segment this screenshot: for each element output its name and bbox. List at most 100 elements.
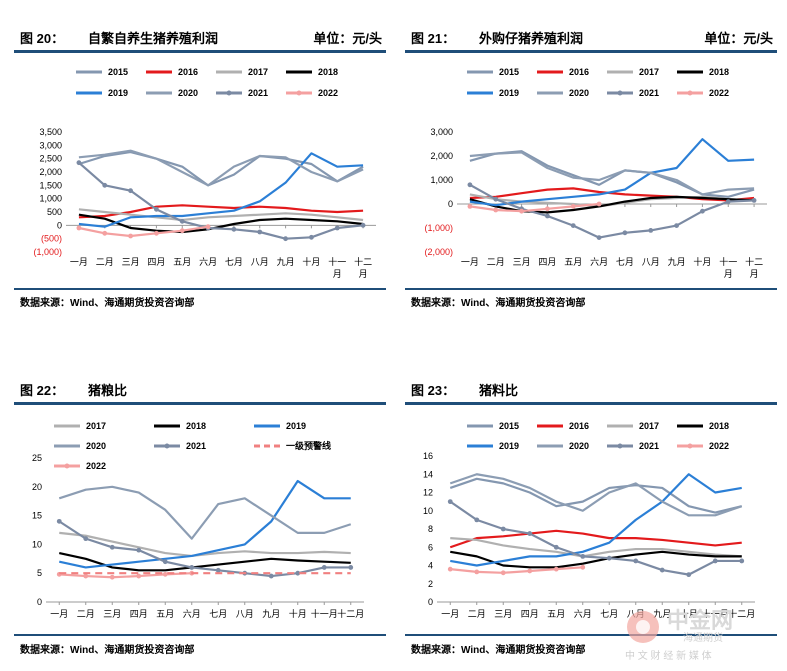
legend-label: 2016 (569, 421, 589, 431)
data-point-2021 (283, 236, 288, 242)
data-point-2021 (659, 567, 665, 573)
figure-number: 图 22： (20, 383, 65, 398)
legend-label: 2018 (709, 421, 729, 431)
y-tick-label: (1,000) (424, 223, 453, 233)
y-tick-label: 10 (423, 506, 433, 516)
y-tick-label: 25 (32, 453, 42, 463)
data-point-2021 (215, 567, 221, 573)
legend-label: 2020 (86, 441, 106, 451)
x-tick-label: 三月 (513, 257, 531, 267)
chart-title: 自繁自养生猪养殖利润 (88, 31, 219, 46)
data-point-2021 (295, 570, 301, 576)
x-tick-label: 十月 (693, 256, 711, 267)
source-note: 数据来源：Wind、海通期货投资咨询部 (20, 645, 195, 656)
y-tick-label: 0 (428, 597, 433, 607)
x-tick-label-suffix: 月 (333, 269, 342, 279)
y-tick-label: (500) (41, 234, 62, 244)
bottom-rule (14, 634, 386, 636)
legend-label: 2020 (569, 441, 589, 451)
data-point-2021 (268, 573, 274, 579)
watermark-tag: 中 文 财 经 新 媒 体 (625, 651, 712, 662)
series-line-2020 (449, 473, 743, 517)
series-line-2018 (78, 213, 364, 234)
data-point-2021 (500, 526, 506, 532)
series-line-2017 (78, 208, 364, 222)
x-tick-label: 一月 (50, 609, 68, 619)
x-tick-label: 一月 (441, 609, 459, 619)
y-tick-label: 4 (428, 561, 433, 571)
x-tick-label: 二月 (96, 257, 114, 267)
data-point-2022 (205, 224, 211, 230)
figure-number: 图 23： (411, 383, 456, 398)
chart-title-bar: 图 23： 猪料比 (405, 376, 777, 400)
legend-label: 2022 (709, 88, 729, 98)
x-tick-label: 四月 (130, 609, 148, 619)
title-rule (405, 402, 777, 405)
x-tick-label: 八月 (236, 609, 254, 619)
data-point-2021 (686, 572, 692, 578)
data-point-2021 (580, 553, 586, 559)
chart-title: 外购仔猪养殖利润 (479, 31, 584, 46)
data-point-2022 (83, 573, 89, 579)
legend-marker (164, 443, 170, 449)
series-line-2019 (469, 138, 755, 207)
x-tick-label: 十二月 (337, 608, 364, 619)
y-tick-label: 0 (57, 220, 62, 230)
data-point-2022 (545, 206, 550, 212)
data-point-2021 (321, 565, 327, 570)
data-point-2022 (553, 566, 559, 572)
x-tick-label: 二月 (487, 257, 505, 267)
series-line-2018 (450, 550, 742, 569)
x-tick-label: 十月 (289, 608, 307, 619)
legend-label: 2019 (499, 88, 519, 98)
legend-label: 一级预警线 (286, 440, 331, 451)
data-point-2021 (674, 223, 679, 229)
data-point-2021 (739, 558, 745, 564)
data-point-2021 (189, 565, 195, 570)
x-tick-label: 四月 (147, 257, 165, 267)
x-tick-label: 十二 (354, 256, 372, 267)
y-tick-label: 1,500 (39, 180, 62, 190)
data-point-2021 (570, 223, 576, 229)
legend-label: 2017 (639, 421, 659, 431)
y-tick-label: 20 (32, 482, 42, 492)
y-tick-label: 3,000 (39, 140, 62, 150)
data-point-2021 (83, 536, 89, 542)
legend-label: 2017 (248, 67, 268, 77)
x-tick-label: 七月 (600, 609, 618, 619)
series-line-2022 (78, 225, 209, 238)
data-point-2021 (360, 222, 366, 228)
data-point-2022 (527, 568, 533, 574)
x-tick-label: 十一 (328, 256, 346, 267)
x-tick-label: 八月 (642, 257, 660, 267)
title-rule (405, 50, 777, 53)
data-point-2021 (56, 518, 62, 524)
data-point-2022 (493, 207, 499, 213)
chart-title-bar: 图 21： 外购仔猪养殖利润 单位：元/头 (405, 24, 777, 48)
x-tick-label: 一月 (461, 257, 479, 267)
series-line-2022 (469, 202, 600, 213)
chart-fig20: (1,000) (500) 0 500 1,000 1,500 2,000 2,500 3,00… (33, 67, 376, 279)
series-line-2016 (78, 204, 364, 219)
x-tick-label: 二月 (468, 609, 486, 619)
y-tick-label: 12 (423, 488, 433, 498)
x-tick-label-suffix: 月 (724, 269, 733, 279)
data-point-2021 (162, 559, 168, 565)
y-tick-label: 1,000 (39, 194, 62, 204)
data-point-2021 (553, 544, 559, 550)
watermark-sub: 海通期货 (683, 633, 723, 644)
chart-title: 猪料比 (479, 383, 519, 398)
data-point-2021 (751, 198, 757, 203)
legend-marker (687, 443, 693, 449)
data-point-2022 (474, 569, 480, 575)
y-tick-label: 2 (428, 579, 433, 589)
legend-label: 2017 (86, 421, 106, 431)
legend-label: 2019 (286, 421, 306, 431)
legend-label: 2022 (318, 88, 338, 98)
x-tick-label: 十二月 (728, 608, 755, 619)
data-point-2022 (154, 230, 159, 236)
chart-title-bar: 图 22： 猪粮比 (14, 376, 386, 400)
legend-label: 2015 (499, 67, 519, 77)
y-tick-label: 3,500 (39, 127, 62, 137)
data-point-2022 (162, 571, 168, 577)
